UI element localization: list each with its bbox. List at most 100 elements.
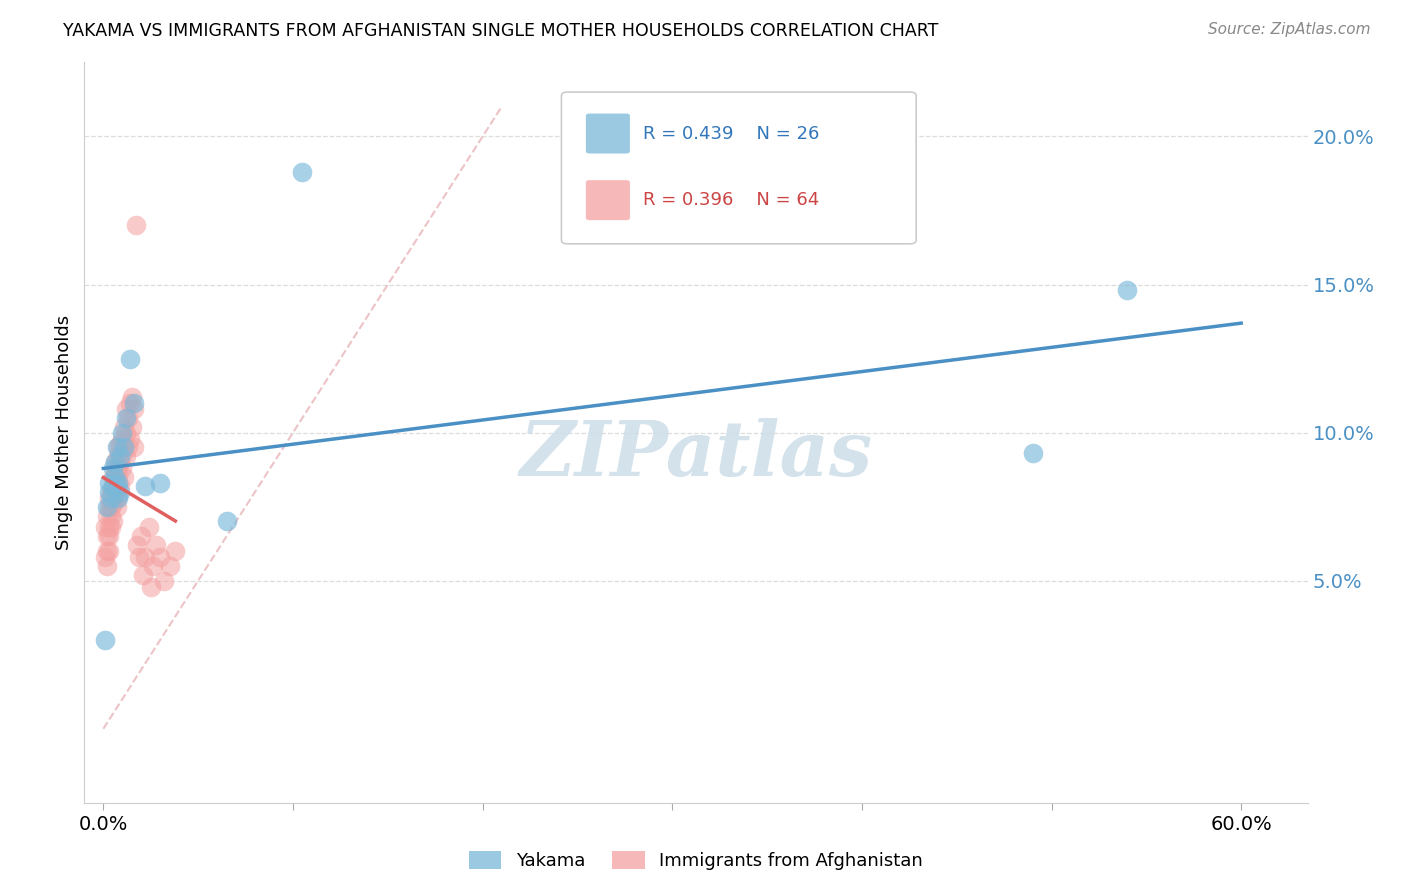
Point bbox=[98, 475, 121, 490]
Text: R = 0.439    N = 26: R = 0.439 N = 26 bbox=[644, 125, 820, 143]
Point bbox=[98, 544, 121, 558]
Point bbox=[128, 549, 150, 564]
Point bbox=[105, 491, 128, 505]
FancyBboxPatch shape bbox=[586, 180, 630, 220]
Point bbox=[107, 475, 129, 490]
Point bbox=[104, 455, 127, 469]
Point bbox=[115, 410, 138, 425]
Point bbox=[112, 470, 135, 484]
Point bbox=[104, 470, 127, 484]
Point bbox=[111, 461, 134, 475]
Point bbox=[100, 508, 122, 523]
Point bbox=[101, 470, 124, 484]
Point bbox=[117, 410, 139, 425]
Point bbox=[96, 558, 118, 573]
Point bbox=[94, 549, 117, 564]
Point bbox=[127, 538, 149, 552]
Point bbox=[149, 549, 172, 564]
Point bbox=[107, 470, 129, 484]
Point bbox=[215, 515, 238, 529]
Point bbox=[110, 484, 132, 499]
Point bbox=[291, 165, 314, 179]
Point bbox=[112, 441, 135, 455]
Point bbox=[134, 549, 156, 564]
Point bbox=[159, 558, 181, 573]
Point bbox=[1116, 284, 1139, 298]
Point bbox=[145, 538, 167, 552]
Point bbox=[118, 351, 141, 366]
Point bbox=[115, 401, 138, 416]
Point bbox=[117, 441, 139, 455]
Point bbox=[165, 544, 187, 558]
Point bbox=[110, 450, 132, 464]
Point bbox=[105, 441, 128, 455]
Point bbox=[110, 437, 132, 451]
Point bbox=[101, 497, 124, 511]
Point bbox=[115, 450, 138, 464]
Point bbox=[149, 475, 172, 490]
Point bbox=[129, 529, 152, 543]
Point bbox=[139, 580, 162, 594]
Y-axis label: Single Mother Households: Single Mother Households bbox=[55, 315, 73, 550]
Point bbox=[111, 432, 134, 446]
Point bbox=[94, 632, 117, 647]
Point bbox=[111, 425, 134, 440]
Point bbox=[110, 455, 132, 469]
Point bbox=[134, 479, 156, 493]
Point bbox=[121, 419, 143, 434]
Point bbox=[104, 467, 127, 481]
Point bbox=[138, 520, 160, 534]
Point bbox=[118, 396, 141, 410]
Point bbox=[96, 500, 118, 514]
Point bbox=[122, 401, 145, 416]
Point bbox=[112, 419, 135, 434]
Point bbox=[98, 529, 121, 543]
Point bbox=[96, 529, 118, 543]
Text: YAKAMA VS IMMIGRANTS FROM AFGHANISTAN SINGLE MOTHER HOUSEHOLDS CORRELATION CHART: YAKAMA VS IMMIGRANTS FROM AFGHANISTAN SI… bbox=[63, 22, 939, 40]
Point bbox=[122, 396, 145, 410]
Point bbox=[100, 500, 122, 514]
Point bbox=[115, 425, 138, 440]
Point bbox=[101, 515, 124, 529]
Point bbox=[112, 441, 135, 455]
Point bbox=[100, 491, 122, 505]
Point bbox=[104, 455, 127, 469]
Point bbox=[104, 484, 127, 499]
Point bbox=[105, 479, 128, 493]
Point bbox=[100, 520, 122, 534]
Point bbox=[122, 441, 145, 455]
Point bbox=[110, 479, 132, 493]
Point bbox=[118, 432, 141, 446]
Point bbox=[101, 479, 124, 493]
Point bbox=[101, 461, 124, 475]
Point bbox=[98, 520, 121, 534]
Point bbox=[142, 558, 165, 573]
Point bbox=[1021, 446, 1043, 460]
Point bbox=[107, 491, 129, 505]
Text: Source: ZipAtlas.com: Source: ZipAtlas.com bbox=[1208, 22, 1371, 37]
Text: R = 0.396    N = 64: R = 0.396 N = 64 bbox=[644, 191, 820, 209]
Point bbox=[107, 441, 129, 455]
Point bbox=[105, 479, 128, 493]
Point bbox=[153, 574, 176, 588]
Point bbox=[96, 544, 118, 558]
Point bbox=[100, 484, 122, 499]
Point bbox=[98, 484, 121, 499]
Point bbox=[105, 500, 128, 514]
Point bbox=[98, 500, 121, 514]
Point bbox=[111, 450, 134, 464]
Point bbox=[94, 520, 117, 534]
FancyBboxPatch shape bbox=[561, 92, 917, 244]
Point bbox=[101, 479, 124, 493]
Point bbox=[96, 508, 118, 523]
Point bbox=[107, 450, 129, 464]
Point bbox=[107, 461, 129, 475]
Point bbox=[132, 567, 155, 582]
Legend: Yakama, Immigrants from Afghanistan: Yakama, Immigrants from Afghanistan bbox=[460, 841, 932, 879]
FancyBboxPatch shape bbox=[586, 113, 630, 153]
Text: ZIPatlas: ZIPatlas bbox=[519, 417, 873, 491]
Point bbox=[98, 491, 121, 505]
Point bbox=[105, 461, 128, 475]
Point bbox=[124, 219, 146, 233]
Point bbox=[121, 390, 143, 404]
